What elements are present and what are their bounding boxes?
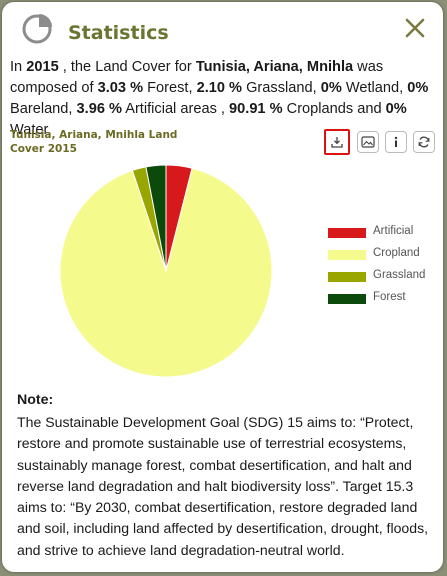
land-cover-summary: In 2015 , the Land Cover for Tunisia, Ar… — [10, 59, 429, 138]
legend-swatch — [328, 272, 366, 282]
legend-swatch — [328, 228, 366, 238]
chart-title: Tunisia, Ariana, Mnihla Land Cover 2015 — [10, 129, 178, 155]
legend-label: Forest — [373, 291, 406, 303]
refresh-icon — [418, 136, 430, 148]
note-title: Note: — [17, 392, 54, 408]
summary-year: 2015 — [26, 59, 59, 75]
water-percent: 0% — [385, 101, 407, 117]
wetland-percent: 0% — [320, 80, 342, 96]
legend-label: Cropland — [373, 247, 420, 259]
pie-slice-cropland[interactable] — [59, 167, 273, 378]
panel-title: Statistics — [68, 22, 169, 44]
pie-svg — [59, 164, 273, 378]
pie-chart-icon — [22, 14, 52, 44]
grassland-percent: 2.10 % — [196, 80, 243, 96]
forest-percent: 3.03 % — [97, 80, 144, 96]
land-cover-pie-chart — [52, 157, 280, 385]
image-icon — [361, 136, 375, 148]
artificial-percent: 3.96 % — [76, 101, 122, 117]
legend-swatch — [328, 250, 366, 260]
summary-location: Tunisia, Ariana, Mnihla — [195, 59, 354, 75]
info-icon — [394, 136, 398, 147]
legend-swatch — [328, 294, 366, 304]
note-text: The Sustainable Development Goal (SDG) 1… — [17, 414, 429, 558]
refresh-button[interactable] — [413, 131, 435, 153]
cropland-percent: 90.91 % — [229, 101, 283, 117]
download-button[interactable] — [324, 129, 350, 155]
legend-label: Artificial — [373, 225, 414, 237]
close-icon[interactable] — [403, 16, 427, 40]
bareland-percent: 0% — [407, 80, 429, 96]
pie-slice-forest[interactable] — [145, 164, 167, 272]
image-export-button[interactable] — [357, 131, 379, 153]
statistics-panel: Statistics In 2015 , the Land Cover for … — [2, 2, 443, 572]
info-button[interactable] — [385, 131, 407, 153]
download-icon — [331, 137, 343, 148]
panel-header: Statistics — [2, 2, 443, 52]
legend-label: Grassland — [373, 269, 426, 281]
